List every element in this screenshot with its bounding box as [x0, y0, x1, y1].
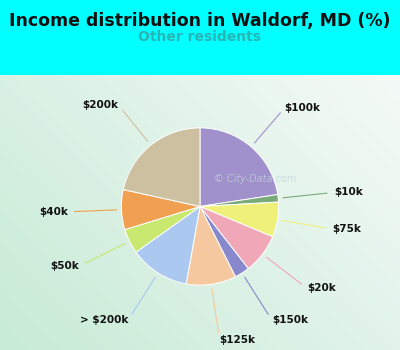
Text: $125k: $125k: [220, 335, 256, 345]
Text: $150k: $150k: [272, 315, 308, 325]
Text: $200k: $200k: [82, 100, 118, 110]
Wedge shape: [136, 206, 200, 284]
Text: Income distribution in Waldorf, MD (%): Income distribution in Waldorf, MD (%): [9, 12, 391, 30]
Text: Other residents: Other residents: [138, 30, 262, 44]
Text: $10k: $10k: [334, 188, 362, 197]
Wedge shape: [200, 206, 248, 277]
Text: $40k: $40k: [39, 207, 68, 217]
Text: > $200k: > $200k: [80, 315, 128, 325]
Text: $100k: $100k: [285, 103, 321, 113]
Wedge shape: [123, 128, 200, 206]
Wedge shape: [200, 206, 272, 268]
Text: $50k: $50k: [51, 261, 79, 271]
Text: $75k: $75k: [333, 224, 362, 234]
Wedge shape: [200, 128, 278, 206]
Wedge shape: [200, 202, 279, 237]
Text: $20k: $20k: [307, 283, 336, 293]
Wedge shape: [200, 195, 278, 206]
Wedge shape: [125, 206, 200, 252]
Wedge shape: [121, 190, 200, 230]
Text: © City-Data.com: © City-Data.com: [214, 174, 296, 184]
Wedge shape: [186, 206, 236, 285]
